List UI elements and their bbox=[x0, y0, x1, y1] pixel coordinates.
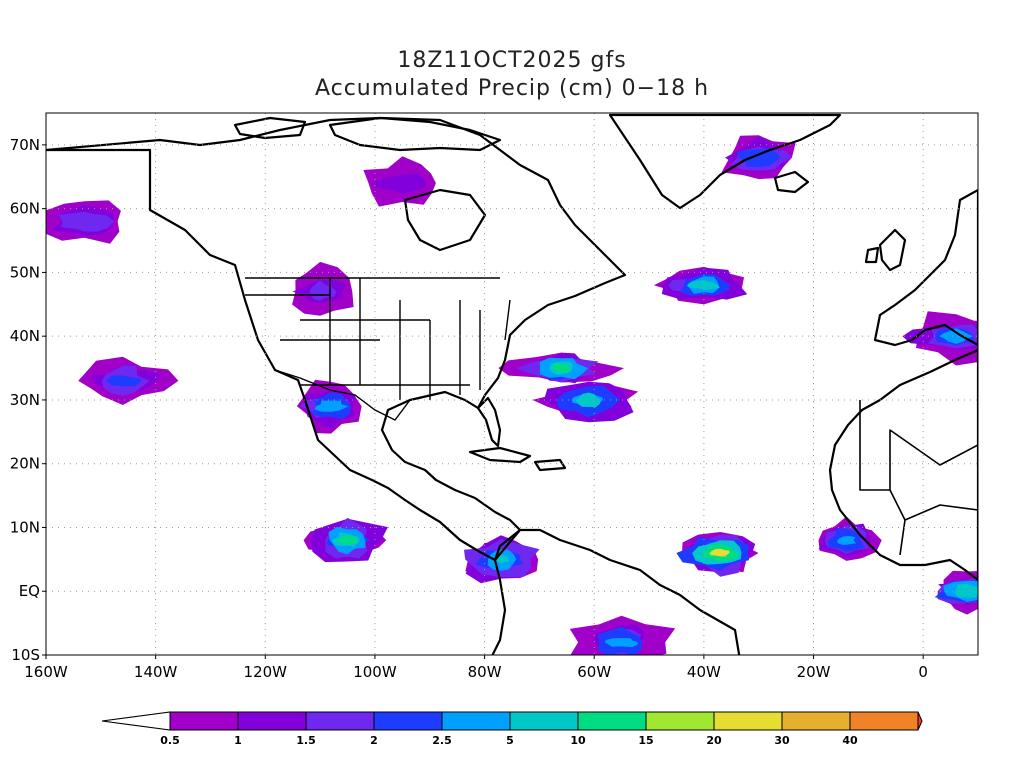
y-tick-label: 40N bbox=[10, 327, 40, 345]
political-borders bbox=[245, 277, 511, 421]
precip-contour bbox=[604, 638, 638, 648]
precip-region-us-east-coast-low bbox=[498, 352, 624, 384]
axis-ticks: 160W 140W 120W 100W 80W 60W 40W 20W 0 10S EQ 10N 20N… bbox=[10, 136, 928, 681]
precip-contour bbox=[58, 211, 115, 232]
precip-region-atlantic-central bbox=[532, 381, 639, 423]
title-line-1: 18Z11OCT2025 gfs bbox=[397, 48, 627, 73]
south-america-coastline bbox=[491, 528, 741, 655]
colorbar-swatch bbox=[169, 711, 239, 731]
precip-region-atlantic-itcz bbox=[676, 532, 759, 577]
x-tick-label: 60W bbox=[577, 663, 611, 681]
y-tick-label: 60N bbox=[10, 200, 40, 218]
precip-contour bbox=[737, 148, 781, 167]
iceland bbox=[773, 170, 810, 194]
colorbar-label: 30 bbox=[774, 734, 790, 747]
map-frame bbox=[45, 112, 979, 656]
colorbar-label: 1 bbox=[234, 734, 242, 747]
x-tick-label: 40W bbox=[687, 663, 721, 681]
colorbar-swatch bbox=[645, 711, 715, 731]
colorbar-label: 2.5 bbox=[432, 734, 452, 747]
arctic-islands bbox=[233, 116, 502, 152]
precip-contour bbox=[686, 280, 720, 290]
colorbar-swatch bbox=[373, 711, 443, 731]
y-tick-label: 30N bbox=[10, 391, 40, 409]
europe-coastline bbox=[873, 188, 978, 347]
y-tick-label: 20N bbox=[10, 455, 40, 473]
precip-contour bbox=[575, 392, 601, 408]
y-tick-label: 10N bbox=[10, 518, 40, 536]
precip-contour bbox=[954, 584, 978, 598]
precip-region-brazil-south bbox=[569, 615, 676, 655]
north-america-coastline bbox=[46, 116, 627, 562]
colorbar-label: 20 bbox=[706, 734, 722, 747]
cuba bbox=[468, 446, 532, 464]
colorbar-label: 10 bbox=[570, 734, 586, 747]
colorbar-label: 1.5 bbox=[296, 734, 316, 747]
precip-contour bbox=[939, 328, 973, 344]
x-tick-label: 140W bbox=[134, 663, 178, 681]
colorbar-swatch bbox=[509, 711, 579, 731]
precip-contour bbox=[710, 548, 730, 557]
x-tick-label: 20W bbox=[797, 663, 831, 681]
colorbar-swatch bbox=[441, 711, 511, 731]
y-tick-label: 10S bbox=[11, 646, 40, 664]
precip-region-hudson-north bbox=[363, 156, 436, 207]
precip-region-caribbean-s-america bbox=[464, 535, 540, 584]
colorbar-swatch bbox=[849, 711, 919, 731]
x-tick-label: 100W bbox=[353, 663, 397, 681]
colorbar-label: 40 bbox=[842, 734, 858, 747]
colorbar-over-triangle bbox=[917, 711, 923, 731]
title-line-2: Accumulated Precip (cm) 0−18 h bbox=[314, 76, 710, 101]
precip-region-baja-mexico bbox=[296, 379, 362, 434]
hispaniola bbox=[533, 458, 567, 472]
africa-borders bbox=[859, 400, 978, 556]
colorbar: 0.5 1 1.5 2 2.5 5 10 15 20 30 40 bbox=[101, 711, 923, 747]
precip-region-e-pacific-itcz bbox=[303, 517, 388, 563]
lat-lon-grid bbox=[46, 113, 978, 655]
hudson-bay bbox=[403, 188, 487, 252]
precip-region-north-atlantic-50n bbox=[653, 266, 748, 305]
precip-region-pacific-nw bbox=[292, 261, 354, 316]
colorbar-swatch bbox=[713, 711, 783, 731]
colorbar-swatch bbox=[781, 711, 851, 731]
y-tick-label: 50N bbox=[10, 263, 40, 281]
precip-contour bbox=[314, 400, 349, 412]
precip-contour bbox=[552, 363, 572, 374]
colorbar-under-triangle bbox=[101, 711, 171, 731]
y-tick-label: 70N bbox=[10, 136, 40, 154]
colorbar-swatch bbox=[305, 711, 375, 731]
precip-contour bbox=[335, 535, 358, 544]
x-tick-label: 80W bbox=[468, 663, 502, 681]
precip-region-greenland-east bbox=[721, 135, 796, 180]
greenland bbox=[608, 113, 842, 210]
colorbar-swatch bbox=[237, 711, 307, 731]
colorbar-swatch bbox=[577, 711, 647, 731]
precip-layer bbox=[46, 135, 978, 655]
y-tick-label: EQ bbox=[19, 582, 40, 600]
precip-region-gulf-guinea bbox=[934, 570, 978, 615]
precip-contour bbox=[837, 536, 857, 545]
florida bbox=[476, 396, 502, 448]
precip-region-hawaii-nw bbox=[78, 356, 179, 405]
land-outlines bbox=[46, 113, 978, 655]
colorbar-label: 15 bbox=[638, 734, 653, 747]
colorbar-label: 5 bbox=[506, 734, 514, 747]
colorbar-label: 0.5 bbox=[160, 734, 180, 747]
colorbar-label: 2 bbox=[370, 734, 378, 747]
map-plot-area bbox=[46, 113, 978, 655]
x-tick-label: 0 bbox=[918, 663, 928, 681]
x-tick-label: 160W bbox=[24, 663, 68, 681]
africa-coastline bbox=[828, 348, 978, 582]
precip-contour bbox=[370, 173, 426, 194]
x-tick-label: 120W bbox=[244, 663, 288, 681]
precip-region-gulf-alaska bbox=[46, 200, 121, 244]
british-isles bbox=[864, 228, 907, 272]
precip-contour bbox=[105, 375, 142, 387]
precip-region-iberia-med bbox=[902, 311, 978, 366]
